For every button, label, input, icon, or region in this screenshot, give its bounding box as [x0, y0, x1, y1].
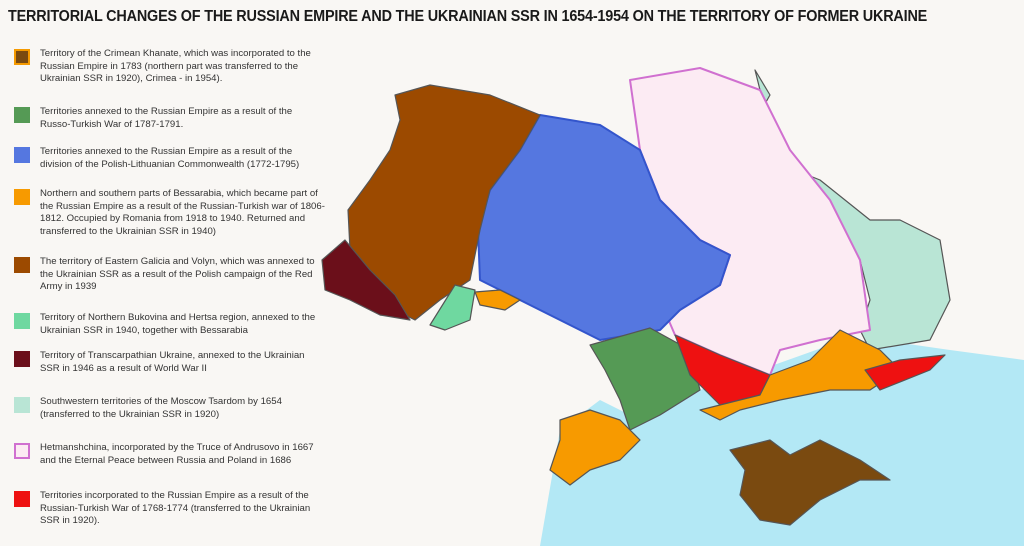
legend-item: Territories annexed to the Russian Empir… [14, 106, 325, 131]
region-crimea [729, 439, 891, 526]
legend-text: Territories incorporated to the Russian … [40, 490, 311, 526]
legend-text: The territory of Eastern Galicia and Vol… [40, 256, 315, 292]
legend-item: Territories incorporated to the Russian … [14, 490, 325, 528]
region-russo-turkish-1787 [589, 327, 701, 431]
legend-text: Territories annexed to the Russian Empir… [40, 106, 293, 130]
legend-swatch [14, 107, 30, 123]
sea [540, 340, 1024, 546]
map-title: TERRITORIAL CHANGES OF THE RUSSIAN EMPIR… [8, 8, 928, 25]
legend-swatch [14, 189, 30, 205]
region-bukovina [429, 284, 476, 331]
legend-item: Hetmanshchina, incorporated by the Truce… [14, 442, 325, 467]
region-galicia-volyn [347, 84, 541, 321]
legend-text: Southwestern territories of the Moscow T… [40, 396, 282, 420]
legend-text: Territory of Transcarpathian Ukraine, an… [40, 350, 305, 374]
legend-item: Northern and southern parts of Bessarabi… [14, 188, 325, 238]
legend-swatch [14, 313, 30, 329]
legend-text: Hetmanshchina, incorporated by the Truce… [40, 442, 314, 466]
region-azov-east [864, 354, 946, 391]
legend-item: Territory of Transcarpathian Ukraine, an… [14, 350, 325, 375]
legend-item: Territories annexed to the Russian Empir… [14, 146, 325, 171]
legend-swatch [14, 491, 30, 507]
legend-swatch [14, 49, 30, 65]
legend-swatch [14, 351, 30, 367]
legend-text: Territory of the Crimean Khanate, which … [40, 48, 311, 84]
region-north-bessarabia [474, 289, 521, 311]
legend-item: Southwestern territories of the Moscow T… [14, 396, 325, 421]
region-south-bessarabia [549, 409, 641, 486]
region-transcarpathia [321, 239, 411, 321]
legend-swatch [14, 443, 30, 459]
legend-item: Territory of Northern Bukovina and Herts… [14, 312, 325, 337]
legend-item: Territory of the Crimean Khanate, which … [14, 48, 325, 86]
legend-text: Northern and southern parts of Bessarabi… [40, 188, 325, 237]
legend-item: The territory of Eastern Galicia and Vol… [14, 256, 325, 294]
legend-swatch [14, 397, 30, 413]
legend-swatch [14, 147, 30, 163]
legend-swatch [14, 257, 30, 273]
legend-text: Territory of Northern Bukovina and Herts… [40, 312, 316, 336]
legend-text: Territories annexed to the Russian Empir… [40, 146, 300, 170]
